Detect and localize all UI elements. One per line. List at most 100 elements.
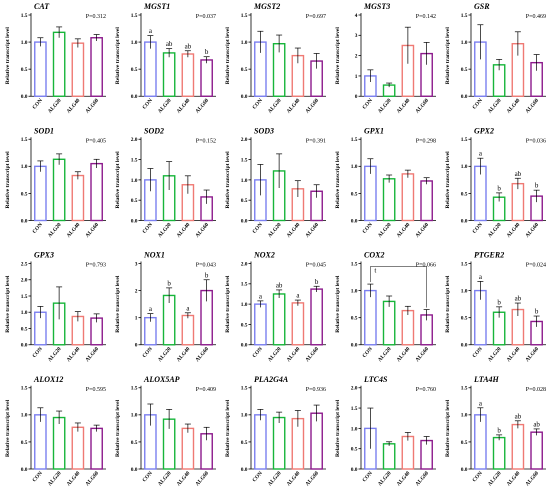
x-category-label: ALG40: [66, 346, 82, 363]
p-value: P=0.760: [416, 387, 436, 393]
x-category-label: CON: [32, 98, 44, 111]
x-category-label: ALG40: [396, 97, 412, 114]
chart-panel: MGST2 P=0.697 Relative transcript level 0.0…: [225, 2, 326, 115]
bar-alg60: [530, 431, 543, 470]
y-tick-label: 1.5: [241, 386, 248, 392]
x-category-label: CON: [32, 346, 44, 359]
bar-con: [34, 41, 47, 97]
chart-title: MGST1: [143, 2, 170, 11]
bar-alg60: [200, 59, 213, 97]
y-axis-label: Relative transcript level: [225, 151, 231, 209]
y-tick-label: 0.5: [351, 447, 358, 453]
y-tick-label: 1.0: [351, 288, 358, 294]
x-category-label: ALG60: [195, 222, 211, 239]
x-category-label: ALG40: [66, 470, 82, 487]
x-category-label: ALG40: [396, 346, 412, 363]
y-tick-label: 0.0: [351, 467, 358, 473]
chart-title: ALOX5AP: [143, 375, 180, 384]
bar-alg20: [382, 300, 396, 346]
significance-letter: b: [205, 48, 209, 56]
y-tick-label: 0.5: [241, 322, 248, 328]
y-tick-label: 1.5: [241, 157, 248, 163]
significance-letter: b: [167, 279, 171, 287]
p-value: P=0.043: [196, 263, 216, 269]
chart-panel: ALOX5AP P=0.409 Relative transcript level 0…: [115, 375, 216, 487]
significance-letter: b: [535, 308, 539, 316]
p-value: P=0.936: [306, 387, 326, 393]
x-category-label: ALG20: [487, 346, 503, 363]
y-axis-label: Relative transcript level: [5, 27, 11, 85]
bar-alg20: [492, 436, 506, 470]
x-category-label: CON: [252, 346, 264, 359]
x-category-label: ALG20: [157, 97, 173, 114]
significance-letter: a: [186, 304, 190, 312]
chart-title: PTGER2: [474, 251, 504, 260]
significance-letter: a: [479, 150, 483, 158]
chart-panel: CAT P=0.312 Relative transcript level 0.0 0.…: [5, 2, 106, 115]
y-tick-label: 1.0: [21, 164, 28, 170]
y-tick-label: 1.5: [461, 386, 468, 392]
y-tick-label: 1.0: [21, 40, 28, 46]
y-tick-label: 0.0: [241, 94, 248, 100]
y-axis-label: Relative transcript level: [445, 27, 451, 85]
chart-title: MGST2: [253, 2, 280, 11]
bar-alg40: [291, 302, 305, 346]
significance-letter: b: [497, 184, 501, 192]
x-category-label: ALG60: [85, 346, 101, 363]
y-tick-label: 1.5: [21, 294, 28, 300]
x-category-label: ALG40: [176, 97, 192, 114]
y-axis-label: Relative transcript level: [445, 399, 451, 457]
chart-title: PLA2G4A: [254, 375, 289, 384]
x-category-label: CON: [362, 346, 374, 359]
y-tick-label: 1: [135, 316, 138, 322]
y-tick-label: 0.5: [21, 191, 28, 197]
x-category-label: CON: [472, 98, 484, 111]
x-category-label: ALG40: [396, 470, 412, 487]
y-tick-label: 0.0: [461, 343, 468, 349]
chart-panel: LTA4H P=0.028 Relative transcript level 0.0…: [445, 375, 546, 487]
y-axis-label: Relative transcript level: [445, 275, 451, 333]
y-tick-label: 0.5: [461, 440, 468, 446]
x-category-label: ALG20: [377, 346, 393, 363]
x-category-label: CON: [472, 470, 484, 483]
y-tick-label: 0.5: [461, 67, 468, 73]
bar-alg20: [52, 158, 66, 222]
chart-panel: GPX2 P=0.036 Relative transcript level 0.0 0…: [445, 126, 546, 239]
bar-alg40: [181, 53, 195, 97]
x-category-label: ALG20: [47, 222, 63, 239]
chart-panel: GSR P=0.469 Relative transcript level 0.0 0.…: [445, 2, 546, 115]
y-tick-label: 1.5: [131, 13, 138, 19]
y-tick-label: 0.0: [21, 343, 28, 349]
y-axis-label: Relative transcript level: [225, 275, 231, 333]
chart-title: COX2: [364, 251, 384, 260]
significance-letter: b: [315, 278, 319, 286]
chart-panel: PTGER2 P=0.024 Relative transcript level 0.…: [445, 251, 546, 363]
chart-title: GPX3: [34, 251, 54, 260]
p-value: P=0.312: [86, 14, 106, 20]
x-category-label: CON: [142, 222, 154, 235]
y-tick-label: 1.0: [351, 164, 358, 170]
y-tick-label: 0.5: [351, 316, 358, 322]
y-tick-label: 1.5: [241, 282, 248, 288]
x-category-label: ALG40: [286, 222, 302, 239]
bar-alg40: [71, 174, 85, 222]
y-tick-label: 0.5: [131, 440, 138, 446]
bar-alg20: [382, 178, 396, 222]
significance-letter: b: [497, 426, 501, 434]
y-tick-label: 0: [355, 94, 358, 100]
p-value: P=0.024: [526, 263, 546, 269]
chart-panel: SOD3 P=0.391 Relative transcript level 0.0 0…: [225, 126, 326, 239]
bar-con: [364, 289, 377, 346]
y-tick-label: 2.0: [351, 386, 358, 392]
y-tick-label: 0.5: [241, 67, 248, 73]
p-value: P=0.037: [196, 14, 216, 20]
x-category-label: ALG60: [305, 97, 321, 114]
chart-panel: NOX2 P=0.045 Relative transcript level 0.0 0…: [225, 251, 326, 363]
y-tick-label: 0.0: [461, 467, 468, 473]
x-category-label: ALG20: [157, 222, 173, 239]
chart-panel: SOD2 P=0.152 Relative transcript level 0.0 0…: [115, 126, 216, 239]
x-category-label: ALG60: [195, 97, 211, 114]
y-tick-label: 1.5: [351, 261, 358, 267]
x-category-label: ALG60: [415, 470, 431, 487]
p-value: P=0.045: [306, 263, 326, 269]
